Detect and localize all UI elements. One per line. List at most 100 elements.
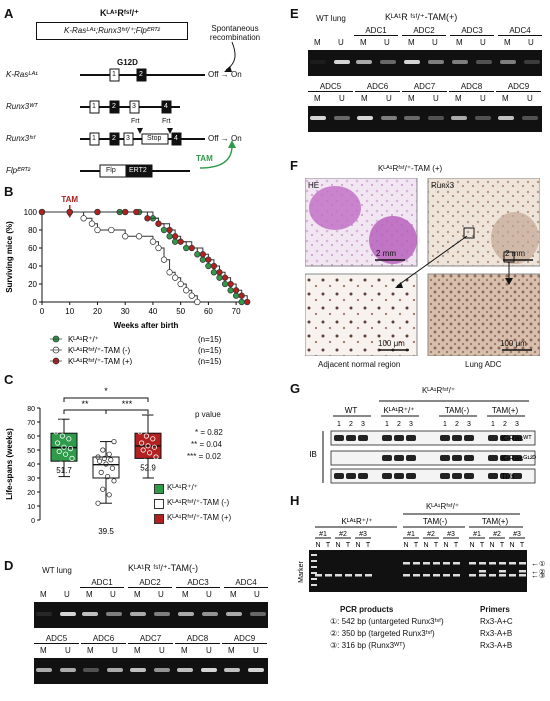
h-band-316 [499,574,506,577]
h-band-316 [355,574,362,577]
runx3wt-exon-3 [129,100,140,114]
h-nt-label: T [434,542,439,549]
g-lane-number: 3 [361,421,365,428]
g-group-label: TAM(+) [492,406,519,415]
h-rep-label: #1 [319,531,327,538]
c-ytick-label: 80 [27,406,35,413]
gel-u-label: U [338,38,344,47]
gel-u-label: U [528,38,534,47]
gel-band [500,60,516,64]
c-ytick-label: 10 [27,504,35,511]
b-legend-n: (n=15) [198,357,222,365]
h-band-316 [403,574,410,577]
c-ytick-label: 50 [27,448,35,455]
gel-u-label: U [65,646,71,655]
b-point [227,280,234,288]
g-band [512,435,522,441]
c-median-label: 52.9 [140,463,156,472]
b-xlabel: Weeks after birth [114,321,179,330]
gel-band [154,612,170,616]
h-nt-label: T [480,542,485,549]
h-band-542 [519,562,526,565]
b-legend-label: Kᴸᴬ¹Rᶠˢᶠ/⁺-TAM (+) [68,357,133,365]
b-point [216,269,223,276]
h-ladder-band [311,554,317,556]
c-star-2: ** [81,399,89,409]
b-point [210,269,218,276]
g-group-label: Kᴸᴬ¹R⁺/⁺ [384,406,415,415]
g-band [488,435,498,441]
c-point [147,450,153,456]
g-lane-number: 1 [385,421,389,428]
gel-u-label: U [64,590,70,599]
g-band [464,435,474,441]
gel-m-label: M [181,646,188,655]
b-point [205,262,212,270]
h-left-group: Kᴸᴬ¹R⁺/⁺ [342,517,373,526]
panel-g-title: Kᴸᴬ¹Rᶠˢᶠ/⁺ [422,386,456,395]
gel-m-label: M [40,646,47,655]
pcr-gel: Kᴸᴬ¹R⁺/⁺ TAM(-) TAM(+)#1N T#2N T#3N T#1N T#2N T… [298,513,545,592]
panel-d-title: Kᴸᴬ¹R ᶠˢᶠ/⁺-TAM(-) [128,563,198,573]
zoom-box-left [463,227,475,239]
c-legend-swatch-2 [154,499,164,509]
c-point [56,448,62,455]
kras-exon-2 [136,68,147,82]
gel-band [451,116,467,120]
gel-lane-underline [128,587,172,588]
b-point [166,269,173,276]
gel-lane-underline [354,35,398,36]
panel-g-label: G [290,381,301,396]
c-point [62,451,69,457]
g-band [464,473,474,479]
h-band-542 [413,562,420,565]
gel-band [224,668,240,672]
c-point [58,461,64,467]
g12d-label: G12D [117,58,138,67]
b-point [133,208,140,216]
b-point [221,274,229,281]
b-point [166,226,173,234]
gel-band [404,116,420,120]
gel-lane-label: ADC1 [91,578,113,587]
panel-f-label: F [290,158,298,173]
frt-label-2: Frt [162,118,171,125]
c-ytick-label: 30 [27,476,35,483]
b-series-line-1 [42,211,198,302]
gel-lane-underline [222,643,267,644]
gel-lane-label: ADC7 [413,82,436,91]
g-lane-number: 2 [397,421,401,428]
c-point [64,467,70,473]
b-tam-label: TAM [61,195,78,204]
b-xtick-label: 70 [232,307,241,316]
b-point [160,226,168,234]
c-point [148,464,154,470]
h-nt-label: T [454,542,459,549]
kras-state: Off → On [208,70,242,79]
gel-lane-underline [402,91,447,92]
b-point [227,287,234,294]
g-band [382,455,392,461]
h-band-316 [443,574,450,577]
h-band-316 [365,574,372,577]
b-point [188,292,195,299]
h-ladder-band [311,578,317,580]
h-tam-plus: TAM(+) [482,517,509,526]
g-band-label: K-Rasᴳ¹²ᴰ [501,454,537,463]
h-ladder-band [311,566,317,568]
h-band-542 [489,562,496,565]
gel-m-label: M [86,590,93,599]
b-point [108,226,115,234]
runx3fsf-exon-3 [123,132,134,146]
c-point [151,444,157,450]
gel-band [524,60,540,64]
g-band [394,435,404,441]
g-band [346,435,356,441]
c-point [148,424,154,431]
gel-m-label: M [134,646,141,655]
b-point [155,220,162,227]
primers-title: Primers [480,605,510,614]
b-ytick-label: 40 [28,262,37,271]
b-point [221,280,229,288]
gel-m-label: M [408,38,415,47]
